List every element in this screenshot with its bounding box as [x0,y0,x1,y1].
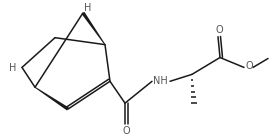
Polygon shape [35,87,69,111]
Text: H: H [9,63,17,73]
Text: O: O [215,25,223,35]
Text: O: O [245,61,253,71]
Text: O: O [122,126,130,136]
Text: H: H [84,3,92,13]
Polygon shape [81,12,105,45]
Text: NH: NH [153,76,167,86]
